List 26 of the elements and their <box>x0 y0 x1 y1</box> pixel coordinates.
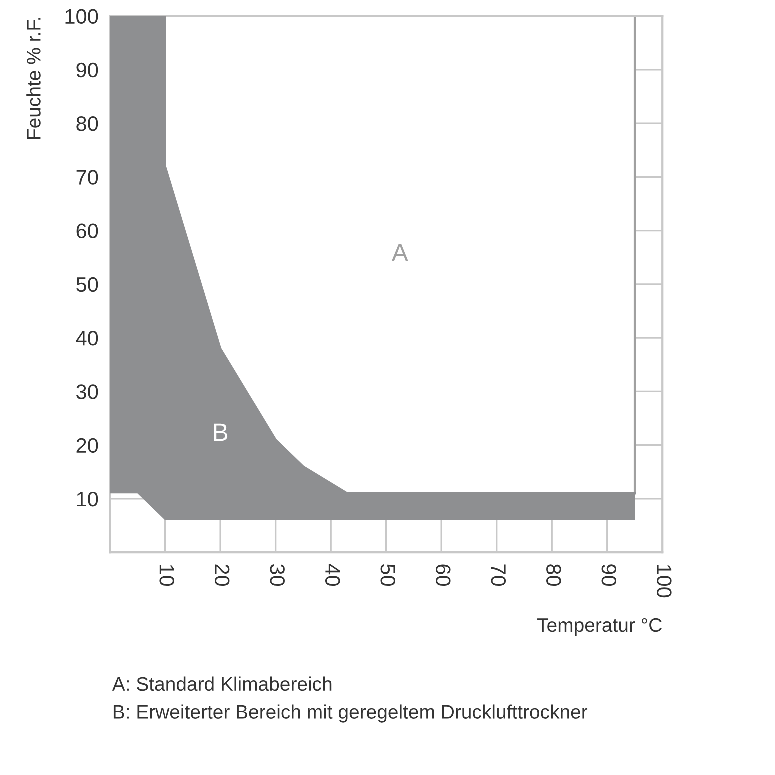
x-tick-label: 100 <box>657 565 672 598</box>
series-label: B <box>214 424 228 442</box>
x-tick-label: 80 <box>546 564 562 586</box>
y-tick-label: 100 <box>66 9 98 24</box>
text: B: Erweiterter Bereich mit geregeltem Drucklufttrockner <box>114 704 588 723</box>
x-tick-label: 60 <box>436 564 451 586</box>
text: A: Standard Klimabereich <box>112 676 332 692</box>
x-tick-label: 50 <box>380 564 396 586</box>
x-tick-label: 90 <box>602 564 617 586</box>
y-tick-label: 40 <box>76 331 98 346</box>
x-tick-label: 10 <box>160 565 174 586</box>
x-axis-title: Temperatur °C <box>538 618 662 636</box>
y-tick-label: 80 <box>76 116 98 132</box>
y-tick-label: 20 <box>76 438 98 454</box>
y-tick-label: 10 <box>77 492 98 507</box>
text: A <box>392 244 408 262</box>
y-tick-label: 50 <box>76 277 98 292</box>
y-axis-title: Feuchte % r.F. <box>26 18 41 139</box>
x-tick-label: 40 <box>325 564 340 586</box>
y-tick-label: 30 <box>76 384 98 400</box>
x-tick-label: 70 <box>491 564 506 586</box>
y-tick-label: 60 <box>76 224 98 239</box>
x-tick-label: 30 <box>270 564 285 586</box>
y-tick-label: 90 <box>76 62 98 78</box>
y-tick-label: 70 <box>76 170 98 185</box>
x-tick-label: 20 <box>214 564 230 586</box>
